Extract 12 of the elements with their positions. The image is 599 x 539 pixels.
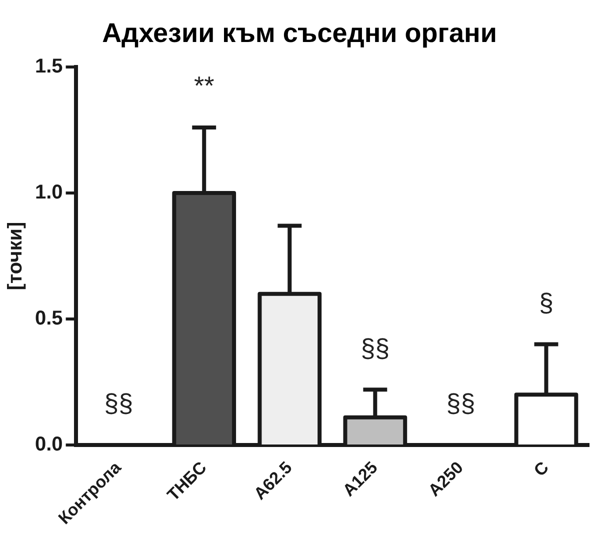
x-tick-label: C (530, 458, 552, 480)
annotation: ** (194, 70, 214, 101)
y-tick-label: 1.0 (34, 182, 63, 204)
y-tick-label: 1.5 (34, 56, 63, 78)
annotation: §§ (104, 388, 134, 418)
y-tick-label: 0.5 (34, 308, 63, 330)
annotation: §§ (446, 388, 476, 418)
annotation: §§ (360, 332, 390, 363)
annotation: § (539, 287, 554, 318)
y-tick-label: 0.0 (34, 434, 63, 456)
chart-title: Адхезии към съседни органи (101, 18, 498, 50)
y-axis-title: [точки] (4, 222, 27, 290)
